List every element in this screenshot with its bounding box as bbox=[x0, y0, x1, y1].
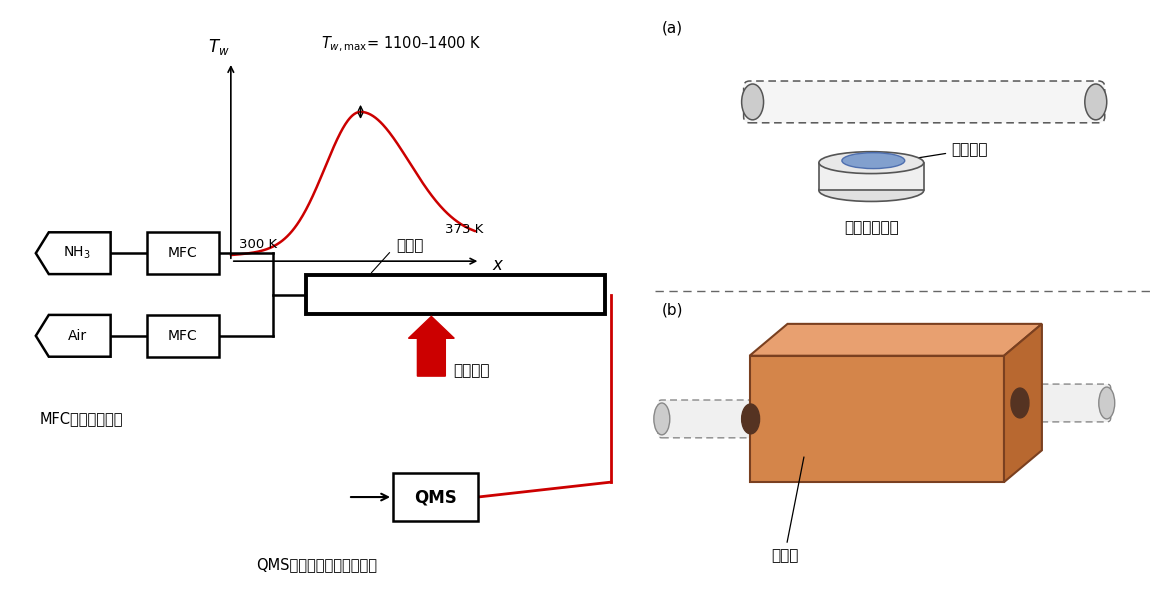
Text: MFC: MFC bbox=[168, 246, 198, 260]
Ellipse shape bbox=[1099, 387, 1115, 419]
FancyBboxPatch shape bbox=[1015, 384, 1111, 422]
Ellipse shape bbox=[842, 152, 905, 168]
Text: MFC: MFC bbox=[168, 329, 198, 343]
Ellipse shape bbox=[819, 180, 924, 202]
Text: Air: Air bbox=[68, 329, 87, 343]
Bar bbox=[819, 163, 924, 190]
Text: (b): (b) bbox=[662, 303, 684, 318]
Polygon shape bbox=[36, 315, 111, 357]
Text: $T_{w,\mathrm{max}}$= 1100–1400 K: $T_{w,\mathrm{max}}$= 1100–1400 K bbox=[320, 35, 480, 54]
Text: 外部熱源: 外部熱源 bbox=[454, 363, 490, 379]
Text: 水素バーナー: 水素バーナー bbox=[844, 220, 899, 235]
Text: $x$: $x$ bbox=[492, 256, 505, 274]
Text: QMS：四重極型質量分析器: QMS：四重極型質量分析器 bbox=[256, 557, 376, 572]
Text: MFC：流量制御器: MFC：流量制御器 bbox=[40, 411, 123, 426]
Text: $T_w$: $T_w$ bbox=[208, 37, 229, 57]
Text: 石英管: 石英管 bbox=[396, 238, 424, 253]
Ellipse shape bbox=[1011, 388, 1029, 418]
Polygon shape bbox=[749, 324, 1042, 356]
Ellipse shape bbox=[741, 404, 760, 434]
Text: QMS: QMS bbox=[414, 488, 457, 506]
Text: 水素火炎: 水素火炎 bbox=[916, 142, 988, 158]
Text: 373 K: 373 K bbox=[445, 223, 484, 236]
FancyBboxPatch shape bbox=[393, 473, 478, 521]
Text: 電気炉: 電気炉 bbox=[770, 457, 804, 563]
Bar bbox=[305, 275, 604, 314]
Ellipse shape bbox=[1085, 84, 1107, 120]
FancyBboxPatch shape bbox=[147, 315, 219, 357]
Text: NH$_3$: NH$_3$ bbox=[63, 245, 91, 261]
Text: 300 K: 300 K bbox=[238, 238, 277, 251]
FancyBboxPatch shape bbox=[743, 81, 1105, 123]
Polygon shape bbox=[36, 232, 111, 274]
Polygon shape bbox=[1004, 324, 1042, 482]
Ellipse shape bbox=[819, 152, 924, 174]
FancyBboxPatch shape bbox=[658, 400, 758, 438]
Bar bbox=[749, 356, 1004, 482]
Ellipse shape bbox=[653, 403, 670, 435]
Ellipse shape bbox=[741, 84, 763, 120]
Polygon shape bbox=[408, 316, 455, 376]
FancyBboxPatch shape bbox=[147, 232, 219, 274]
Text: (a): (a) bbox=[662, 20, 683, 35]
